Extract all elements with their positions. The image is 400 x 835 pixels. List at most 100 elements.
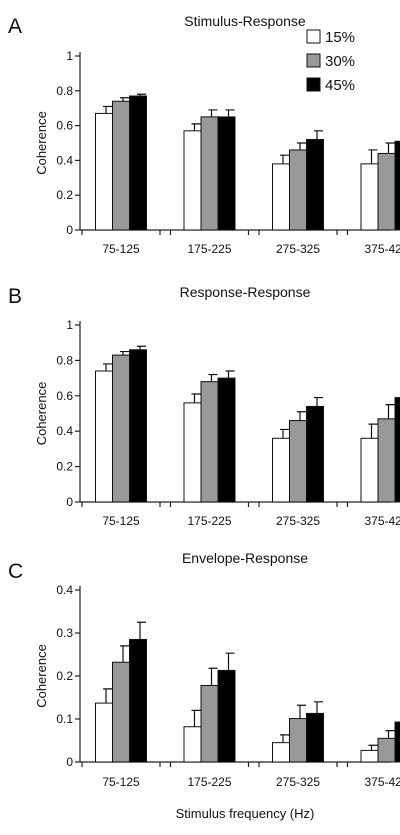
bar-30pct-275-325 [289,420,307,503]
chart-panel-b: Response-Response Coherence 0 0.2 0.4 0.6 0.8 1… [34,284,400,528]
y-tick-label: 0.3 [56,626,73,640]
y-tick-label: 0.6 [56,119,73,133]
error-bar [225,652,235,671]
bar-30pct-275-325 [289,718,307,763]
y-tick-label: 0 [66,495,73,509]
chart-panel-a: Stimulus-Response Coherence 0 0.2 0.4 0.6 0.8 1… [34,13,400,256]
y-tick-label: 0.8 [56,84,73,98]
bar-15pct-75-125 [95,370,113,503]
error-bar [280,734,289,743]
y-tick-label: 0.4 [56,424,73,438]
error-bar [280,154,289,164]
bar-15pct-375-425 [360,163,379,231]
legend-swatch-45pct [306,77,321,92]
error-bar [137,345,146,350]
error-bar [385,404,395,419]
x-tick-label: 75-125 [102,514,140,528]
error-bar [280,428,289,439]
chart-title: Envelope-Response [182,550,308,566]
bar-15pct-175-225 [183,130,202,231]
bar-15pct-75-125 [95,702,113,763]
bar-45pct-375-425 [394,140,400,231]
error-bar [191,393,201,403]
y-tick-label: 0.2 [56,460,73,474]
y-tick-label: 0.2 [56,669,73,683]
bar-45pct-375-425 [394,721,400,763]
bar-45pct-175-225 [217,669,236,763]
y-tick-label: 1 [66,318,73,332]
error-bar [297,142,306,150]
bar-15pct-75-125 [95,112,113,231]
x-tick-label: 375-425 [364,775,400,789]
bar-15pct-275-325 [272,742,290,763]
bar-30pct-375-425 [377,418,396,503]
bar-45pct-75-125 [129,95,147,231]
chart-title: Stimulus-Response [184,13,306,29]
bar-30pct-75-125 [112,354,130,503]
error-bar [208,667,218,686]
error-bar [314,130,323,140]
error-bar [191,709,201,727]
error-bar [225,109,235,117]
chart-title: Response-Response [180,284,311,300]
error-bar [368,423,378,439]
bar-45pct-75-125 [129,349,147,503]
error-bar [103,688,112,704]
bar-30pct-375-425 [377,152,396,231]
x-tick-label: 75-125 [102,775,140,789]
error-bar [137,621,146,640]
bar-15pct-275-325 [272,437,290,503]
error-bar [103,105,112,114]
bar-15pct-175-225 [183,726,202,763]
error-bar [191,123,201,131]
error-bar [385,142,395,154]
y-tick-label: 0.6 [56,389,73,403]
x-tick-label: 75-125 [102,242,140,256]
y-axis-label: Coherence [34,644,49,708]
error-bar [120,645,129,663]
panel-letter-b: B [8,285,22,308]
error-bar [137,93,146,97]
legend-swatch-30pct [306,53,321,68]
error-bar [314,396,323,407]
x-tick-label: 275-325 [276,514,320,528]
y-tick-label: 1 [66,49,73,63]
error-bar [120,350,129,356]
bar-45pct-275-325 [306,405,324,503]
error-bar [314,701,323,714]
bar-15pct-375-425 [360,749,379,763]
bar-45pct-175-225 [217,116,236,231]
bar-30pct-175-225 [200,684,219,763]
error-bar [385,730,395,739]
bar-30pct-275-325 [289,149,307,231]
y-axis-label: Coherence [34,111,49,175]
bar-45pct-75-125 [129,638,147,763]
x-tick-label: 275-325 [276,775,320,789]
y-tick-label: 0 [66,755,73,769]
x-axis-label: Stimulus frequency (Hz) [176,806,315,821]
x-tick-label: 375-425 [364,514,400,528]
legend-label: 45% [325,77,355,94]
bar-30pct-175-225 [200,116,219,231]
x-tick-label: 375-425 [364,242,400,256]
y-tick-label: 0.4 [56,583,73,597]
legend-swatch-15pct [306,29,321,44]
error-bar [297,411,306,421]
panel-letter-a: A [8,15,22,38]
error-bar [297,704,306,719]
bar-30pct-75-125 [112,100,130,231]
y-tick-label: 0.1 [56,712,73,726]
panel-letter-c: C [8,560,23,583]
y-tick-label: 0 [66,223,73,237]
bar-15pct-175-225 [183,402,202,503]
legend-label: 30% [325,53,355,70]
bar-30pct-175-225 [200,381,219,503]
bar-45pct-175-225 [217,377,236,503]
y-tick-label: 0.2 [56,188,73,202]
y-tick-label: 0.8 [56,353,73,367]
bar-30pct-375-425 [377,737,396,763]
bar-45pct-275-325 [306,139,324,231]
y-tick-label: 0.4 [56,153,73,167]
error-bar [208,373,218,382]
